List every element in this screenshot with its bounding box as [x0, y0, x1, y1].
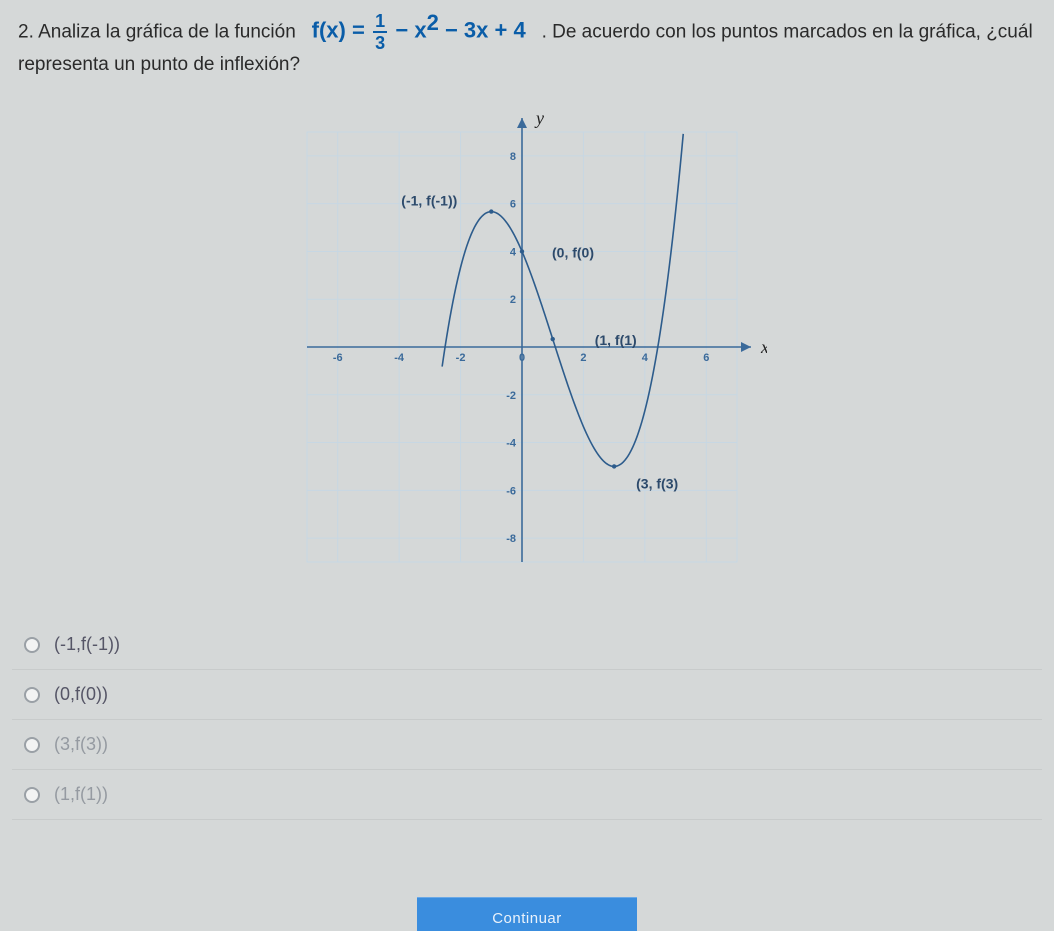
q-fx: f(x) = [312, 17, 365, 42]
q-fraction: 1 3 [373, 12, 387, 52]
svg-text:-6: -6 [506, 485, 516, 497]
option-1[interactable]: (0,f(0)) [12, 670, 1042, 720]
continue-button[interactable]: Continuar [417, 897, 637, 931]
svg-text:-2: -2 [506, 390, 516, 402]
option-0[interactable]: (-1,f(-1)) [12, 620, 1042, 670]
svg-text:(-1, f(-1)): (-1, f(-1)) [401, 193, 457, 209]
option-2[interactable]: (3,f(3)) [12, 720, 1042, 770]
svg-text:6: 6 [703, 352, 709, 364]
svg-text:4: 4 [642, 352, 649, 364]
radio-icon[interactable] [24, 637, 40, 653]
svg-text:6: 6 [510, 199, 516, 211]
svg-text:-8: -8 [506, 533, 516, 545]
option-label: (3,f(3)) [54, 734, 108, 755]
svg-text:(1, f(1): (1, f(1) [595, 332, 637, 348]
q-sq: 2 [427, 10, 439, 35]
svg-text:4: 4 [510, 246, 517, 258]
frac-bot: 3 [373, 34, 387, 52]
question-text: 2. Analiza la gráfica de la función f(x)… [0, 0, 1054, 78]
svg-text:-6: -6 [333, 352, 343, 364]
frac-top: 1 [373, 12, 387, 30]
svg-text:2: 2 [510, 294, 516, 306]
graph-svg: -6 -4 -2 0 2 4 6 -8 -6 -4 -2 2 4 6 8 y x (-1, f(-1)) (0, f… [287, 102, 767, 582]
option-label: (-1,f(-1)) [54, 634, 120, 655]
radio-icon[interactable] [24, 787, 40, 803]
q-tail: − 3x + 4 [439, 17, 526, 42]
svg-text:-4: -4 [506, 438, 517, 450]
radio-icon[interactable] [24, 687, 40, 703]
options-list: (-1,f(-1)) (0,f(0)) (3,f(3)) (1,f(1)) [0, 620, 1054, 820]
q-mid: − x [395, 17, 426, 42]
svg-text:(3, f(3): (3, f(3) [636, 475, 678, 491]
svg-text:-4: -4 [394, 352, 405, 364]
radio-icon[interactable] [24, 737, 40, 753]
q-prefix: 2. Analiza la gráfica de la función [18, 21, 296, 42]
svg-text:x: x [760, 337, 767, 357]
continue-label: Continuar [492, 910, 562, 927]
graph: -6 -4 -2 0 2 4 6 -8 -6 -4 -2 2 4 6 8 y x (-1, f(-1)) (0, f… [287, 102, 767, 582]
option-label: (1,f(1)) [54, 784, 108, 805]
graph-container: -6 -4 -2 0 2 4 6 -8 -6 -4 -2 2 4 6 8 y x (-1, f(-1)) (0, f… [0, 102, 1054, 582]
option-3[interactable]: (1,f(1)) [12, 770, 1042, 820]
svg-text:y: y [534, 108, 544, 128]
svg-text:8: 8 [510, 151, 516, 163]
option-label: (0,f(0)) [54, 684, 108, 705]
svg-text:0: 0 [519, 352, 525, 364]
svg-text:(0, f(0): (0, f(0) [552, 244, 594, 260]
svg-text:-2: -2 [456, 352, 466, 364]
svg-text:2: 2 [580, 352, 586, 364]
